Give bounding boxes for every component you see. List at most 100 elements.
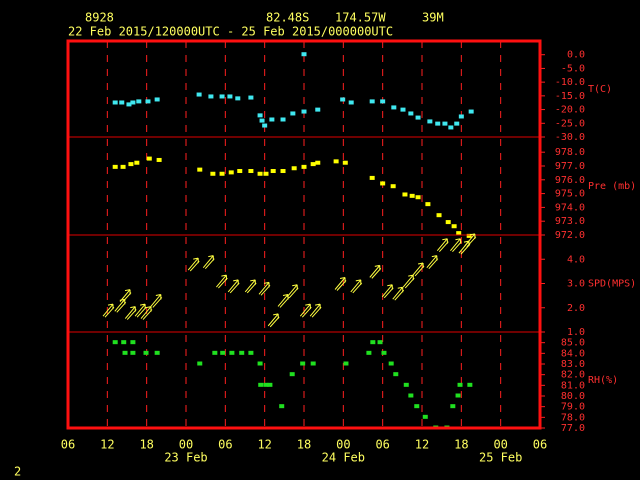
wind-arrow: [277, 293, 290, 308]
data-point: [235, 96, 241, 101]
data-point: [219, 94, 225, 99]
wind-arrow: [140, 306, 153, 320]
data-point: [154, 350, 160, 355]
data-point: [122, 350, 128, 355]
wind-arrow: [187, 257, 200, 272]
x-tick-label: 00: [493, 438, 507, 452]
data-point: [280, 117, 286, 122]
y-tick-label: 0.0: [567, 50, 585, 61]
x-tick-label: 06: [375, 438, 389, 452]
data-point: [259, 118, 265, 123]
data-point: [119, 100, 125, 105]
data-point: [315, 160, 321, 165]
wind-arrow: [350, 279, 363, 294]
data-point: [415, 115, 421, 120]
data-point: [112, 164, 118, 169]
data-point: [248, 169, 254, 174]
data-point: [154, 97, 160, 102]
data-point: [146, 156, 152, 161]
data-point: [408, 111, 414, 116]
y-tick-label: 78.0: [561, 412, 585, 423]
data-point: [422, 414, 428, 419]
data-point: [239, 350, 245, 355]
x-tick-label: 18: [454, 438, 468, 452]
data-point: [310, 162, 316, 167]
data-point: [466, 233, 472, 238]
data-point: [369, 175, 375, 180]
wind-arrow: [299, 303, 312, 318]
wind-arrow: [436, 238, 449, 253]
data-point: [458, 114, 464, 119]
data-point: [279, 404, 285, 409]
data-point: [210, 171, 216, 176]
data-point: [134, 160, 140, 165]
data-point: [258, 382, 264, 387]
wind-arrow: [114, 298, 127, 313]
data-point: [393, 372, 399, 377]
data-point: [391, 105, 397, 110]
data-point: [427, 119, 433, 124]
y-tick-label: 3.0: [567, 279, 585, 290]
data-point: [442, 121, 448, 126]
x-tick-label: 12: [415, 438, 429, 452]
plot-frame: [66, 39, 542, 430]
y-tick-label: 79.0: [561, 402, 585, 413]
y-tick-label: 975.0: [555, 189, 585, 200]
wind-arrow: [392, 286, 405, 301]
y-tick-label: 81.0: [561, 380, 585, 391]
wind-arrow: [202, 255, 215, 270]
y-tick-label: 4.0: [567, 254, 585, 265]
data-point: [343, 361, 349, 366]
wind-arrow: [309, 303, 322, 318]
x-tick-label: 00: [179, 438, 193, 452]
page-number: 2: [14, 465, 21, 479]
data-point: [342, 160, 348, 165]
x-tick-label: 12: [257, 438, 271, 452]
wind-arrow: [150, 293, 163, 308]
data-point: [257, 361, 263, 366]
data-point: [436, 213, 442, 218]
data-point: [267, 382, 273, 387]
longitude: 174.57W: [335, 11, 386, 25]
data-point: [467, 382, 473, 387]
data-point: [381, 350, 387, 355]
y-tick-label: -25.0: [555, 118, 585, 129]
data-point: [409, 193, 415, 198]
data-point: [263, 171, 269, 176]
data-point: [229, 350, 235, 355]
wind-arrow: [124, 306, 137, 320]
y-tick-label: 972.0: [555, 230, 585, 241]
data-point: [369, 99, 375, 104]
y-axis-label: SPD(MPS): [588, 279, 636, 290]
data-point: [468, 109, 474, 114]
data-point: [380, 181, 386, 186]
wind-arrow: [412, 262, 425, 277]
wind-arrow: [119, 289, 132, 303]
wind-arrow: [258, 281, 271, 296]
y-tick-label: 1.0: [567, 327, 585, 338]
wind-arrow: [244, 279, 257, 294]
y-tick-label: 2.0: [567, 303, 585, 314]
data-point: [145, 99, 151, 104]
y-tick-label: -10.0: [555, 77, 585, 88]
data-point: [370, 340, 376, 345]
wind-arrow: [286, 284, 299, 299]
y-tick-label: -15.0: [555, 91, 585, 102]
data-point: [121, 340, 127, 345]
data-point: [257, 171, 263, 176]
x-tick-label: 06: [533, 438, 547, 452]
y-tick-label: 85.0: [561, 338, 585, 349]
data-point: [130, 340, 136, 345]
station-id: 8928: [85, 11, 114, 25]
data-point: [248, 350, 254, 355]
data-point: [451, 224, 457, 229]
data-point: [402, 192, 408, 197]
wind-arrow: [381, 284, 394, 299]
data-point: [120, 164, 126, 169]
data-point: [128, 162, 134, 167]
data-point: [450, 404, 456, 409]
data-point: [130, 100, 136, 105]
wind-arrow: [426, 255, 439, 270]
y-tick-label: -20.0: [555, 105, 585, 116]
data-point: [408, 393, 414, 398]
